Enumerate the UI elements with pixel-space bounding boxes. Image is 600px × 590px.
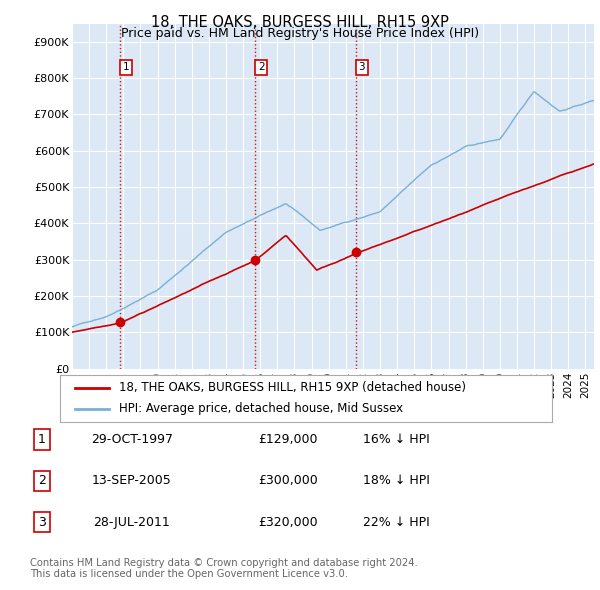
Text: 18% ↓ HPI: 18% ↓ HPI bbox=[362, 474, 430, 487]
Text: 28-JUL-2011: 28-JUL-2011 bbox=[94, 516, 170, 529]
Text: £129,000: £129,000 bbox=[258, 433, 318, 446]
Text: Contains HM Land Registry data © Crown copyright and database right 2024.
This d: Contains HM Land Registry data © Crown c… bbox=[30, 558, 418, 579]
Text: 18, THE OAKS, BURGESS HILL, RH15 9XP: 18, THE OAKS, BURGESS HILL, RH15 9XP bbox=[151, 15, 449, 30]
Text: 13-SEP-2005: 13-SEP-2005 bbox=[92, 474, 172, 487]
Text: 2: 2 bbox=[38, 474, 46, 487]
Text: 1: 1 bbox=[38, 433, 46, 446]
Text: 3: 3 bbox=[38, 516, 46, 529]
Text: 2: 2 bbox=[258, 62, 265, 72]
Text: 16% ↓ HPI: 16% ↓ HPI bbox=[362, 433, 430, 446]
Text: Price paid vs. HM Land Registry's House Price Index (HPI): Price paid vs. HM Land Registry's House … bbox=[121, 27, 479, 40]
Text: 18, THE OAKS, BURGESS HILL, RH15 9XP (detached house): 18, THE OAKS, BURGESS HILL, RH15 9XP (de… bbox=[119, 381, 466, 394]
Text: £320,000: £320,000 bbox=[258, 516, 318, 529]
Text: HPI: Average price, detached house, Mid Sussex: HPI: Average price, detached house, Mid … bbox=[119, 402, 403, 415]
Text: 3: 3 bbox=[358, 62, 365, 72]
Text: 29-OCT-1997: 29-OCT-1997 bbox=[91, 433, 173, 446]
Text: 1: 1 bbox=[123, 62, 130, 72]
Text: £300,000: £300,000 bbox=[258, 474, 318, 487]
Text: 22% ↓ HPI: 22% ↓ HPI bbox=[362, 516, 430, 529]
